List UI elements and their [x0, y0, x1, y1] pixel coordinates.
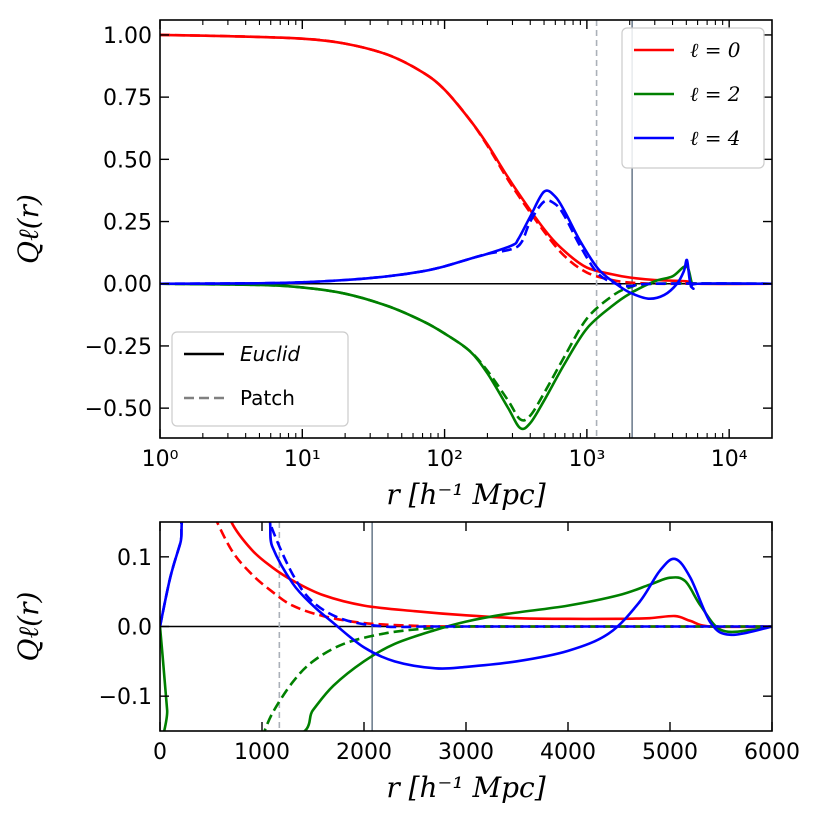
series-line-l2-solid: [160, 264, 772, 431]
x-axis-label: r [h⁻¹ Mpc]: [386, 771, 545, 804]
y-tick-label: −0.25: [85, 335, 152, 360]
legend-box: [171, 331, 349, 427]
x-tick-label: 2000: [336, 740, 392, 765]
legend-label-patch: Patch: [240, 386, 295, 410]
x-tick-label: 10⁴: [711, 447, 748, 472]
x-tick-label: 4000: [540, 740, 596, 765]
x-axis-label: r [h⁻¹ Mpc]: [386, 478, 545, 511]
series-line-l4-solid: [160, 189, 772, 301]
series-group: [160, 33, 772, 431]
y-axis-label: Qℓ(r): [12, 194, 45, 264]
legend-label-l4: ℓ = 4: [690, 126, 741, 150]
legend-label-euclid: Euclid: [240, 342, 300, 366]
x-tick-label: 1000: [234, 740, 290, 765]
y-tick-label: 1.00: [103, 24, 152, 49]
x-tick-label: 10³: [568, 447, 605, 472]
panel-bottom: 0 1000 2000 3000 4000 5000 6000 0.1 0.0 −0.1 r [h⁻…: [12, 521, 800, 804]
series-group: [160, 522, 772, 731]
series-line-l4-dashed: [160, 522, 772, 629]
series-line-l2-solid: [160, 576, 772, 731]
series-line-l0-solid: [229, 522, 772, 629]
plot-frame: [159, 19, 773, 439]
x-tick-label: 0: [153, 740, 167, 765]
series-line-l0-dashed: [215, 522, 772, 628]
y-tick-label: −0.1: [99, 685, 152, 710]
legend-label-l2: ℓ = 2: [690, 82, 741, 106]
y-tick-label: 0.1: [117, 546, 152, 571]
y-tick-label: 0.25: [103, 211, 152, 236]
series-line-l4-dashed: [160, 199, 772, 288]
y-tick-label: 0.00: [103, 273, 152, 298]
x-tick-label: 10²: [426, 447, 463, 472]
x-tick-label: 3000: [438, 740, 494, 765]
x-tick-label: 10¹: [284, 447, 321, 472]
y-tick-label: −0.50: [85, 397, 152, 422]
y-axis-label: Qℓ(r): [12, 592, 45, 662]
series-line-l2-dashed: [160, 282, 772, 422]
x-tick-label: 6000: [744, 740, 800, 765]
series-line-l4-solid: [160, 522, 772, 670]
y-tick-label: 0.75: [103, 86, 152, 111]
y-tick-label: 0.50: [103, 148, 152, 173]
x-tick-label: 10⁰: [142, 447, 179, 472]
panel-top: 10⁰ 10¹ 10² 10³ 10⁴ 1.00 0.75 0.50 0.25 0.00 −0.25…: [12, 19, 773, 511]
x-tick-label: 5000: [642, 740, 698, 765]
y-tick-label: 0.0: [117, 616, 152, 641]
legend-box: [621, 27, 765, 169]
legend-label-l0: ℓ = 0: [690, 38, 741, 62]
